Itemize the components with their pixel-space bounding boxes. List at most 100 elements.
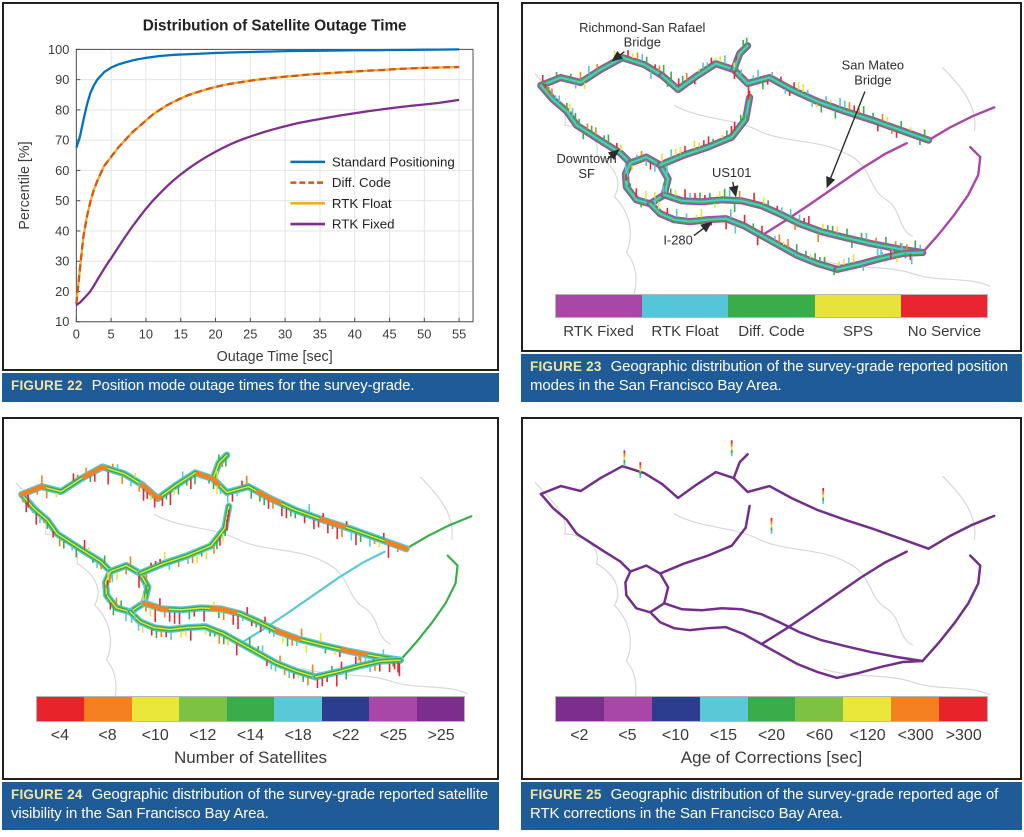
tick-labels: 0 5 10 15 20 25 30 35 40 45 50 55 10 20 30 40 50 60 70 80 90… (48, 42, 466, 342)
fig25-colorbar: <2 <5 <10 <15 <20 <60 <120 <300 >300 Age of Corre… (523, 696, 1020, 778)
road-i280 (648, 611, 839, 680)
road-us101 (662, 602, 924, 663)
colorbar-segment-label: <15 (709, 727, 738, 745)
road-south-connector (835, 659, 924, 680)
colorbar-segment-label: <8 (98, 727, 117, 745)
y-tick-label: 60 (55, 163, 69, 178)
colorbar-segment (699, 697, 748, 722)
x-tick-label: 25 (243, 327, 257, 342)
colorbar-segment (226, 697, 275, 722)
colorbar-segment-label: <14 (236, 727, 265, 745)
y-tick-label: 100 (48, 42, 69, 57)
fig23-caption: FIGURE 23 Geographic distribution of the … (521, 354, 1022, 402)
x-tick-label: 5 (108, 327, 115, 342)
y-tick-label: 10 (55, 314, 69, 329)
road-east-loop (921, 145, 982, 254)
road-orange-overlay (141, 600, 403, 663)
colorbar-segment (179, 697, 227, 722)
road-north-spur (732, 44, 749, 71)
plain-roads (539, 452, 996, 680)
colorbar-segment (416, 697, 464, 722)
fig22-caption-text: Position mode outage times for the surve… (91, 377, 415, 395)
fig25-caption: FIGURE 25 Geographic distribution of the … (521, 782, 1022, 830)
road-sf-loop (624, 156, 670, 205)
map-label-arrow-us101 (728, 181, 739, 198)
position-mode-map: Richmond-San Rafael Bridge San Mateo Bridge… (534, 20, 996, 295)
colorbar-bar (555, 696, 988, 723)
colorbar-segment-label: <20 (757, 727, 786, 745)
legend-entry-label: RTK Fixed (332, 216, 395, 231)
y-tick-label: 70 (55, 133, 69, 148)
map-label-richmond-san-rafael-bridge: Richmond-San Rafael Bridge (579, 20, 705, 50)
axes-box (75, 48, 474, 323)
road-orange-overlay (19, 464, 145, 497)
road-richmond (18, 463, 146, 499)
colorbar-segment (556, 295, 643, 318)
panel-fig22: 0 5 10 15 20 25 30 35 40 45 50 55 10 20 30 40 50 60 70 80 90… (2, 2, 499, 402)
road-us101 (663, 193, 924, 254)
road-san-mateo-bridge (760, 550, 908, 646)
satellite-visibility-map (15, 451, 473, 697)
road-east-loop (399, 554, 459, 662)
map-label-arrow-i-280 (693, 221, 712, 237)
x-tick-label: 30 (278, 327, 292, 342)
colorbar-segment-label: <22 (332, 727, 360, 745)
colorbar-segment-label: <120 (849, 727, 886, 745)
chart-title: Distribution of Satellite Outage Time (143, 18, 407, 35)
road-richmond (539, 464, 664, 496)
fig24-caption-label: FIGURE 24 (11, 787, 83, 803)
colorbar-segment (814, 295, 901, 318)
panel-fig24: <4 <8 <10 <12 <14 <18 <22 <25 >25 Number of Satel… (2, 417, 499, 830)
multipath-ticks (22, 454, 401, 689)
map-label-san-mateo-bridge: San Mateo Bridge (842, 58, 904, 88)
fig23-colorbar: RTK Fixed RTK Float Diff. Code SPS No Servic… (523, 294, 1020, 350)
x-tick-label: 45 (382, 327, 396, 342)
fig23-caption-text: Geographic distribution of the survey-gr… (530, 358, 1009, 395)
y-tick-label: 30 (55, 254, 69, 269)
road-marin (21, 493, 112, 573)
road-south-connector (836, 251, 924, 271)
correction-age-map (534, 440, 996, 697)
map-label-i-280: I-280 (663, 233, 692, 248)
correction-age-spikes (623, 440, 825, 534)
map-label-arrow-san-mateo-bridge (826, 91, 866, 189)
fig22-caption-label: FIGURE 22 (11, 378, 83, 394)
map-label-arrow-downtown-sf (607, 149, 620, 161)
colorbar-segment (843, 697, 891, 722)
road-bay-bridge (658, 504, 751, 575)
colorbar-bar (36, 696, 465, 723)
colorbar-axis-label: Number of Satellites (173, 748, 328, 768)
road-marin (539, 492, 632, 573)
series-rtk-fixed (75, 98, 460, 307)
grid-lines (75, 48, 474, 323)
colorbar-segment-label: <4 (50, 727, 69, 745)
colorbar-segment (321, 697, 370, 722)
colorbar-segment (131, 697, 180, 722)
fig24-caption-text: Geographic distribution of the survey-gr… (11, 786, 489, 823)
road-san-mateo-bridge (760, 141, 908, 237)
fig22-caption: FIGURE 22 Position mode outage times for … (2, 373, 499, 402)
colorbar-segment-label: <25 (379, 727, 408, 745)
road-bay-bridge (139, 505, 230, 575)
road-east-band (660, 470, 930, 550)
banded-roads (537, 42, 933, 273)
panel-fig23: Richmond-San Rafael Bridge San Mateo Bridge… (521, 2, 1022, 402)
chart-area: 0 5 10 15 20 25 30 35 40 45 50 55 10 20 30 40 50 60 70 80 90… (17, 18, 474, 365)
colorbar-axis-label: Age of Corrections [sec] (680, 748, 863, 768)
x-tick-label: 40 (348, 327, 362, 342)
legend-entry-label: Standard Positioning (332, 154, 455, 169)
colorbar-segment (37, 697, 85, 722)
colorbar-segment (900, 295, 987, 318)
axis-ticks (75, 48, 460, 323)
colorbar-segment-label: RTK Float (651, 323, 719, 341)
colorbar-segment (604, 697, 652, 722)
colorbar-bar (555, 294, 988, 319)
fig23-caption-label: FIGURE 23 (530, 359, 602, 375)
road-east-upper (405, 515, 473, 550)
y-tick-label: 90 (55, 72, 69, 87)
x-tick-label: 10 (139, 327, 153, 342)
colorbar-segment (938, 697, 987, 722)
road-east-loop (921, 554, 982, 663)
colorbar-segment-label: No Service (907, 323, 982, 341)
